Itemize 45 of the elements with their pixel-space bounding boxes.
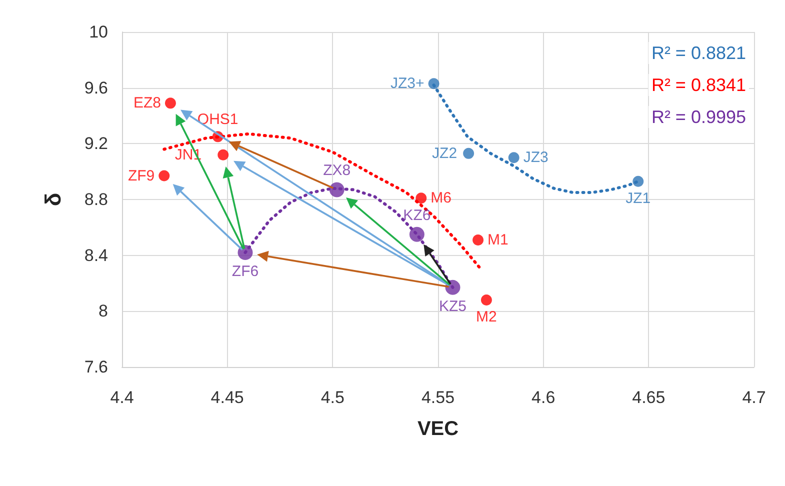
data-label: JZ3 bbox=[523, 149, 548, 166]
x-tick-label: 4.55 bbox=[421, 388, 455, 407]
annotation: R² = 0.8341 bbox=[651, 75, 746, 95]
x-tick-label: 4.6 bbox=[532, 388, 556, 407]
y-tick-label: 9.6 bbox=[84, 78, 108, 98]
y-tick-label: 8 bbox=[98, 302, 108, 321]
x-tick-label: 4.4 bbox=[110, 388, 134, 407]
point bbox=[632, 176, 644, 187]
point bbox=[329, 182, 344, 198]
data-label: ZX8 bbox=[323, 162, 351, 180]
y-tick-label: 7.6 bbox=[84, 358, 108, 376]
data-label: ZF6 bbox=[232, 263, 259, 280]
y-axis-title: δ bbox=[40, 192, 66, 206]
data-label: JZ2 bbox=[432, 144, 458, 162]
data-label: KZ5 bbox=[438, 298, 467, 315]
y-tick-label: 10 bbox=[89, 22, 108, 42]
data-label: ZF9 bbox=[128, 167, 155, 184]
point bbox=[164, 98, 176, 109]
x-tick-label: 4.5 bbox=[320, 388, 344, 407]
point bbox=[158, 170, 170, 182]
data-label: JZ1 bbox=[626, 190, 651, 207]
point bbox=[218, 149, 229, 160]
y-tick-label: 8.8 bbox=[84, 190, 108, 209]
data-label: M2 bbox=[476, 308, 497, 326]
y-tick-label: 8.4 bbox=[84, 246, 108, 265]
data-label: KZ6 bbox=[403, 206, 431, 224]
data-label: OHS1 bbox=[197, 111, 238, 128]
point bbox=[508, 152, 520, 164]
point bbox=[409, 226, 424, 242]
data-label: M6 bbox=[430, 190, 452, 207]
annotation: R² = 0.8821 bbox=[651, 43, 746, 63]
x-tick-label: 4.45 bbox=[210, 388, 244, 407]
y-tick-label: 9.2 bbox=[84, 134, 108, 154]
annotation: R² = 0.9995 bbox=[651, 107, 746, 127]
x-tick-label: 4.65 bbox=[632, 388, 666, 407]
point bbox=[416, 192, 427, 204]
point bbox=[463, 148, 474, 159]
data-label: JZ3+ bbox=[390, 75, 425, 92]
point bbox=[472, 234, 484, 246]
data-label: EZ8 bbox=[133, 94, 161, 112]
point bbox=[428, 78, 440, 90]
x-axis-title: VEC bbox=[417, 418, 459, 440]
x-tick-label: 4.7 bbox=[742, 388, 766, 407]
data-label: M1 bbox=[488, 231, 508, 248]
point bbox=[480, 294, 492, 306]
